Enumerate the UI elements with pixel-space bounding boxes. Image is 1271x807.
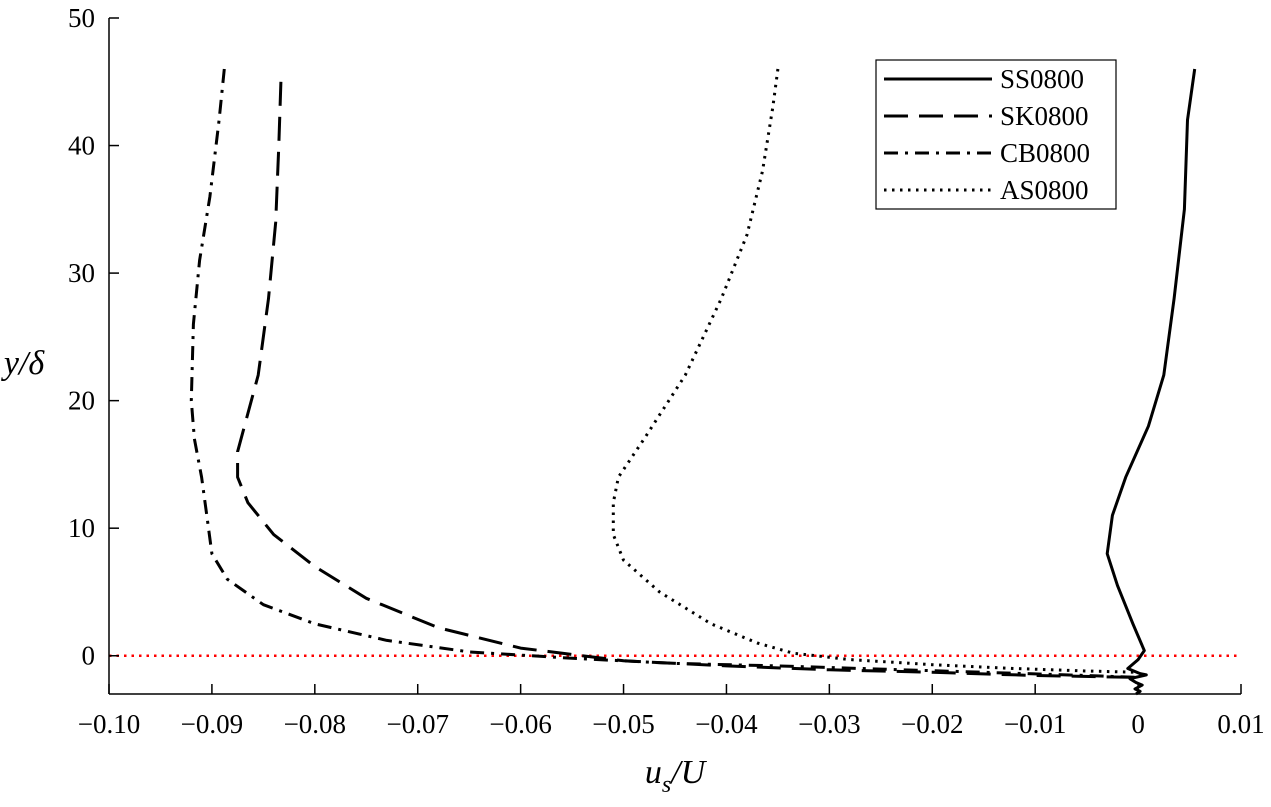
- y-tick-label: 50: [68, 3, 95, 33]
- x-tick-label: 0: [1131, 709, 1145, 739]
- series-line-sk0800: [236, 81, 1139, 679]
- x-axis-label-subscript: s: [662, 772, 671, 798]
- x-tick-label: 0.01: [1217, 709, 1264, 739]
- x-tick-label: −0.09: [181, 709, 243, 739]
- series-line-ss0800: [1105, 68, 1197, 696]
- x-tick-label: −0.10: [78, 709, 140, 739]
- x-tick-label: −0.04: [695, 709, 758, 739]
- series-layer: [189, 68, 1197, 696]
- axes-layer: [108, 18, 1241, 695]
- x-tick-label: −0.03: [798, 709, 860, 739]
- x-tick-label: −0.02: [901, 709, 963, 739]
- legend-label-sk0800: SK0800: [1000, 101, 1089, 131]
- y-tick-label: 10: [68, 513, 95, 543]
- series-line-cb0800: [189, 68, 1139, 679]
- x-tick-label: −0.01: [1004, 709, 1066, 739]
- y-axis-label: y/δ: [1, 345, 46, 382]
- legend-label-as0800: AS0800: [1000, 175, 1089, 205]
- x-axis-label: us/U: [645, 754, 708, 798]
- x-tick-label: −0.06: [489, 709, 551, 739]
- legend-label-ss0800: SS0800: [1000, 64, 1084, 94]
- y-tick-label: 20: [68, 386, 95, 416]
- legend-label-cb0800: CB0800: [1000, 138, 1090, 168]
- x-axis-label-rest: /U: [669, 754, 707, 791]
- y-tick-label: 40: [68, 131, 95, 161]
- x-tick-label: −0.05: [592, 709, 654, 739]
- y-tick-label: 30: [68, 258, 95, 288]
- legend-box: [875, 59, 1117, 210]
- legend: SS0800 SK0800 CB0800 AS0800: [875, 59, 1117, 210]
- x-tick-label: −0.08: [284, 709, 346, 739]
- y-tick-label: 0: [82, 641, 96, 671]
- x-tick-label: −0.07: [386, 709, 448, 739]
- ticks-layer: −0.10 −0.09 −0.08 −0.07 −0.06 −0.05 −0.04 −0.03…: [68, 3, 1265, 739]
